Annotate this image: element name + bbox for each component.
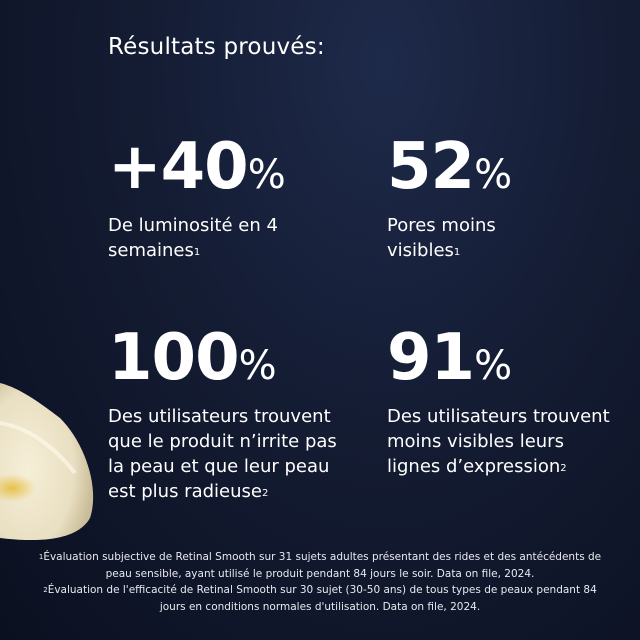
stat-expression-lines: 91% Des utilisateurs trouvent moins visi… bbox=[387, 326, 627, 479]
stat-label: Des utilisateurs trouvent moins visibles… bbox=[387, 406, 610, 477]
page-title: Résultats prouvés: bbox=[108, 34, 325, 60]
stat-value: 91% bbox=[387, 321, 513, 395]
stat-luminosity: +40% De luminosité en 4 semaines1 bbox=[108, 135, 348, 263]
footnote-2: 2Évaluation de l'efficacité de Retinal S… bbox=[43, 584, 597, 613]
stat-label: Des utilisateurs trouvent que le produit… bbox=[108, 406, 337, 502]
footnotes: 1Évaluation subjective de Retinal Smooth… bbox=[30, 549, 610, 615]
stat-no-irritation: 100% Des utilisateurs trouvent que le pr… bbox=[108, 326, 348, 504]
cream-texture-image bbox=[0, 383, 94, 540]
stat-value: +40% bbox=[108, 130, 286, 204]
stat-label: Pores moins visibles1 bbox=[387, 215, 496, 261]
stat-value: 100% bbox=[108, 321, 277, 395]
footnote-1: 1Évaluation subjective de Retinal Smooth… bbox=[38, 551, 602, 580]
stat-label: De luminosité en 4 semaines1 bbox=[108, 215, 278, 261]
stat-value: 52% bbox=[387, 130, 513, 204]
stat-pores: 52% Pores moins visibles1 bbox=[387, 135, 627, 263]
